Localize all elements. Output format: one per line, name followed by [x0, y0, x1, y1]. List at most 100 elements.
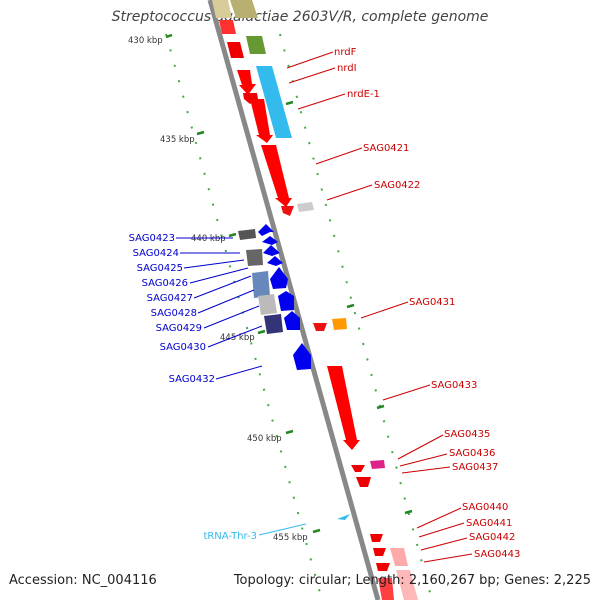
accession-value: NC_004116 — [81, 573, 157, 588]
gene-magenta-SAG0435[interactable] — [370, 460, 385, 469]
tick-450 — [285, 429, 294, 435]
trna-Thr-3[interactable] — [337, 514, 350, 520]
tick-455 — [312, 528, 321, 534]
labels-right: nrdF nrdI nrdE-1 SAG0421 SAG0422 SAG0431… — [334, 47, 520, 560]
gene-SAG0429[interactable] — [284, 311, 300, 330]
accession-label: Accession: — [9, 573, 78, 588]
leader-SAG0426 — [189, 267, 249, 284]
leader-SAG0440 — [416, 507, 462, 529]
gene-SAG0443-a[interactable] — [378, 578, 394, 600]
label-nrdE-1[interactable]: nrdE-1 — [347, 89, 380, 100]
gene-SAG0431[interactable] — [313, 323, 327, 331]
gene-grey-424[interactable] — [246, 249, 263, 266]
leader-SAG0441 — [418, 522, 465, 538]
gene-top-faded-1[interactable] — [212, 0, 232, 18]
genes-value: 2,225 — [553, 573, 591, 588]
leader-SAG0432 — [215, 365, 263, 380]
gene-SAG0425[interactable] — [263, 245, 280, 256]
gene-SAG0440[interactable] — [370, 534, 383, 542]
guide-rings — [165, 33, 433, 600]
label-SAG0436[interactable]: SAG0436 — [449, 448, 495, 459]
gene-SAG0437[interactable] — [356, 477, 371, 487]
tick-label-455: 455 kbp — [273, 533, 308, 543]
leader-SAG0427 — [193, 275, 252, 299]
tick-r4 — [404, 509, 413, 515]
label-SAG0422[interactable]: SAG0422 — [374, 180, 420, 191]
tick-r1 — [285, 100, 294, 106]
gene-SAG0427[interactable] — [270, 267, 288, 289]
gene-SAG0441[interactable] — [373, 548, 386, 556]
label-SAG0433[interactable]: SAG0433 — [431, 380, 477, 391]
label-SAG0423[interactable]: SAG0423 — [129, 233, 175, 244]
label-nrdF[interactable]: nrdF — [334, 47, 357, 58]
label-SAG0425[interactable]: SAG0425 — [137, 263, 183, 274]
leader-SAG0428 — [197, 289, 255, 314]
length-value: 2,160,267 bp; — [408, 573, 501, 588]
label-trna-Thr-3[interactable]: tRNA-Thr-3 — [203, 531, 257, 542]
gene-top-red-1[interactable] — [219, 20, 236, 34]
gene-nrdE-1[interactable] — [250, 99, 273, 143]
label-SAG0431[interactable]: SAG0431 — [409, 297, 455, 308]
gene-steel-427[interactable] — [252, 271, 270, 298]
gene-grey-423[interactable] — [238, 229, 256, 240]
tick-430 — [165, 33, 173, 39]
gene-SAG0442[interactable] — [376, 563, 390, 571]
gene-red-small-1[interactable] — [227, 42, 244, 58]
label-SAG0437[interactable]: SAG0437 — [452, 462, 498, 473]
tick-435 — [196, 130, 205, 136]
label-SAG0427[interactable]: SAG0427 — [147, 293, 193, 304]
gene-SAG0428[interactable] — [278, 291, 294, 311]
gene-SAG0436[interactable] — [351, 465, 365, 472]
gene-SAG0421[interactable] — [261, 145, 292, 207]
label-SAG0443[interactable]: SAG0443 — [474, 549, 520, 560]
label-SAG0440[interactable]: SAG0440 — [462, 502, 508, 513]
gene-orange-SAG0431[interactable] — [332, 318, 347, 330]
label-SAG0435[interactable]: SAG0435 — [444, 429, 490, 440]
gene-nrdF[interactable] — [237, 70, 256, 95]
gene-top-faded-2[interactable] — [230, 0, 258, 18]
gene-navy-429[interactable] — [264, 314, 283, 334]
label-nrdI[interactable]: nrdI — [337, 63, 357, 74]
map-title: Streptococcus agalactiae 2603V/R, comple… — [111, 9, 489, 25]
gene-cyan-block[interactable] — [256, 66, 292, 138]
gene-SAG0433[interactable] — [327, 366, 360, 450]
length-label: Length: — [355, 573, 405, 588]
tick-r3 — [376, 404, 385, 410]
leader-nrdI — [288, 67, 336, 84]
leader-SAG0443 — [423, 553, 473, 563]
topology-label: Topology: — [233, 573, 295, 588]
label-SAG0432[interactable]: SAG0432 — [169, 374, 215, 385]
gene-lightgrey-428[interactable] — [258, 294, 277, 315]
gene-bottom-pink-1[interactable] — [390, 548, 408, 566]
label-SAG0430[interactable]: SAG0430 — [160, 342, 206, 353]
accession-info: Accession: NC_004116 — [9, 573, 157, 588]
tick-label-445: 445 kbp — [220, 333, 255, 343]
leader-SAG0442 — [420, 537, 468, 551]
gene-SAG0426[interactable] — [267, 256, 283, 266]
label-SAG0421[interactable]: SAG0421 — [363, 143, 409, 154]
tick-label-440: 440 kbp — [191, 234, 226, 244]
label-leaders — [176, 51, 473, 563]
gene-SAG0424[interactable] — [262, 236, 278, 245]
label-SAG0426[interactable]: SAG0426 — [142, 278, 188, 289]
leader-SAG0433 — [382, 384, 431, 401]
label-SAG0429[interactable]: SAG0429 — [156, 323, 202, 334]
gene-SAG0423[interactable] — [258, 224, 274, 236]
leader-SAG0436 — [399, 453, 448, 467]
gene-grey-SAG0422[interactable] — [297, 202, 314, 212]
gene-bottom-pink-2[interactable] — [396, 570, 418, 600]
label-SAG0428[interactable]: SAG0428 — [151, 308, 197, 319]
label-SAG0442[interactable]: SAG0442 — [469, 532, 515, 543]
label-SAG0441[interactable]: SAG0441 — [466, 518, 512, 529]
leader-nrdF — [286, 51, 334, 69]
gene-SAG0422[interactable] — [281, 206, 294, 216]
leader-SAG0422 — [326, 184, 373, 201]
gene-SAG0432[interactable] — [293, 343, 311, 370]
label-SAG0424[interactable]: SAG0424 — [133, 248, 179, 259]
gene-top-olive[interactable] — [246, 36, 266, 54]
leader-SAG0437 — [401, 466, 451, 474]
leader-SAG0430 — [207, 325, 263, 348]
leader-SAG0429 — [203, 305, 260, 329]
leader-trna — [258, 523, 307, 536]
